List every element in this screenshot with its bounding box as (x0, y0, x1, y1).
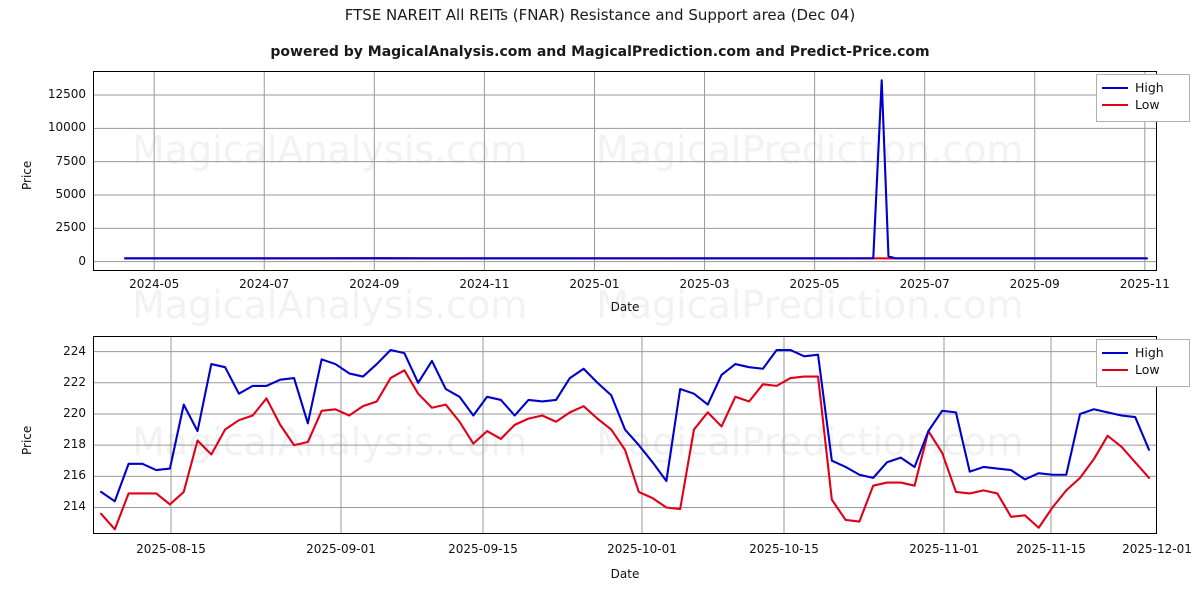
legend-item-low[interactable]: Low (1102, 96, 1183, 113)
detail-y-tick-label: 222 (63, 374, 86, 389)
overview-legend: High Low (1096, 74, 1190, 122)
overview-x-tick-label: 2025-11 (1119, 277, 1170, 291)
overview-x-tick-label: 2025-09 (1009, 277, 1060, 291)
detail-plot-frame (93, 336, 1157, 534)
legend-swatch-high (1102, 351, 1128, 354)
detail-y-tick-label: 220 (63, 405, 86, 420)
detail-y-tick-label: 214 (63, 499, 86, 514)
detail-y-tick-label: 218 (63, 437, 86, 452)
detail-y-tick-label: 224 (63, 343, 86, 358)
overview-y-tick-label: 7500 (55, 153, 86, 168)
overview-x-axis-label: Date (610, 300, 640, 314)
detail-x-tick-label: 2025-10-15 (749, 542, 819, 556)
legend-label-high-detail: High (1135, 345, 1164, 360)
overview-y-tick-label: 12500 (47, 87, 86, 101)
overview-plot-svg (93, 71, 1157, 271)
overview-x-tick-label: 2025-03 (679, 277, 730, 291)
overview-chart-panel (93, 71, 1157, 271)
legend-swatch-low (1102, 368, 1128, 371)
detail-plot-svg (93, 336, 1157, 534)
detail-x-tick-label: 2025-10-01 (607, 542, 677, 556)
detail-x-tick-label: 2025-09-15 (448, 542, 518, 556)
legend-label-low: Low (1135, 97, 1160, 112)
overview-x-tick-label: 2025-07 (899, 277, 950, 291)
legend-label-high: High (1135, 80, 1164, 95)
overview-x-tick-label: 2024-05 (129, 277, 180, 291)
overview-x-tick-label: 2024-07 (239, 277, 290, 291)
legend-swatch-high (1102, 86, 1128, 89)
detail-y-tick-label: 216 (63, 468, 86, 483)
detail-x-tick-label: 2025-12-01 (1122, 542, 1192, 556)
overview-y-tick-label: 10000 (47, 120, 86, 135)
overview-plot-frame (93, 71, 1157, 271)
overview-x-tick-label: 2025-01 (569, 277, 620, 291)
legend-swatch-low (1102, 103, 1128, 106)
detail-legend: High Low (1096, 339, 1190, 387)
page-subtitle: powered by MagicalAnalysis.com and Magic… (270, 44, 930, 60)
detail-x-axis-label: Date (610, 567, 640, 581)
detail-x-tick-label: 2025-11-01 (909, 542, 979, 556)
legend-item-low-detail[interactable]: Low (1102, 361, 1183, 378)
detail-x-tick-label: 2025-11-15 (1016, 542, 1086, 556)
legend-item-high-detail[interactable]: High (1102, 344, 1183, 361)
overview-x-tick-label: 2024-09 (349, 277, 400, 291)
overview-y-tick-label: 2500 (55, 220, 86, 235)
legend-item-high[interactable]: High (1102, 79, 1183, 96)
detail-x-tick-label: 2025-09-01 (306, 542, 376, 556)
overview-x-tick-label: 2025-05 (789, 277, 840, 291)
legend-label-low-detail: Low (1135, 362, 1160, 377)
overview-y-tick-label: 5000 (55, 187, 86, 201)
overview-y-tick-label: 0 (78, 253, 86, 268)
overview-x-tick-label: 2024-11 (459, 277, 510, 291)
page-title: FTSE NAREIT All REITs (FNAR) Resistance … (344, 6, 856, 24)
detail-x-tick-label: 2025-08-15 (136, 542, 206, 556)
detail-chart-panel (93, 336, 1157, 534)
